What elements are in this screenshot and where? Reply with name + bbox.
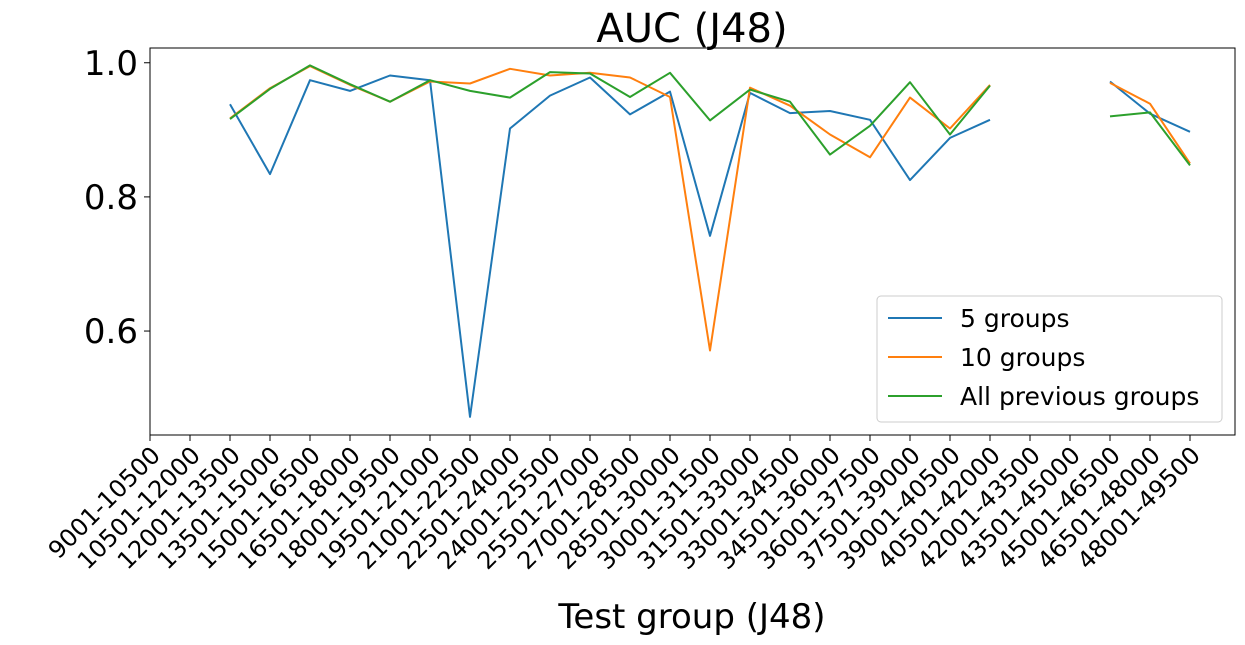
legend-box bbox=[876, 295, 1223, 423]
x-axis-label: Test group (J48) bbox=[557, 597, 825, 637]
y-tick-label: 0.8 bbox=[84, 178, 138, 218]
legend: 5 groups 10 groups All previous groups bbox=[876, 295, 1223, 423]
series-line-2-segment-2 bbox=[1109, 82, 1191, 164]
series-line-1-segment-1 bbox=[229, 74, 991, 418]
legend-label-2: 10 groups bbox=[960, 343, 1085, 372]
chart-title: AUC (J48) bbox=[596, 6, 787, 52]
y-tick-label: 1.0 bbox=[84, 44, 138, 84]
plot-frame bbox=[149, 47, 1236, 436]
y-tick-label: 0.6 bbox=[84, 312, 138, 352]
legend-label-3: All previous groups bbox=[960, 382, 1199, 411]
series-line-2-segment-1 bbox=[229, 65, 991, 352]
y-axis: 0.6 0.8 1.0 bbox=[84, 44, 150, 352]
series-line-3-segment-2 bbox=[1109, 111, 1191, 167]
x-axis: 9001-1050010501-1200012001-1350013501-15… bbox=[43, 435, 1206, 575]
series-line-3-segment-1 bbox=[229, 64, 991, 156]
plot-lines bbox=[229, 64, 1191, 418]
legend-label-1: 5 groups bbox=[960, 304, 1070, 333]
